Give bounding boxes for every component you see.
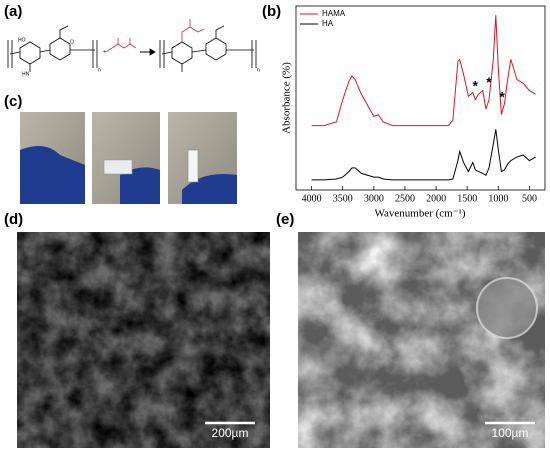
scheme-label: HO [18,37,26,43]
spectrum-line [311,129,536,181]
scale-bar-label: 200µm [212,426,249,440]
x-tick-label: 1500 [457,193,477,204]
annotation: * [486,74,492,90]
spectrum-line [311,15,536,127]
scheme-label: O [70,39,74,45]
panel-label: (e) [276,211,294,228]
scheme-label: n [257,67,260,73]
x-tick-label: 500 [522,193,537,204]
photo [20,112,237,204]
plot-frame [295,5,546,191]
x-tick-label: 2500 [395,193,415,204]
sem-image [17,232,545,448]
legend-label: HAMA [322,9,346,18]
x-tick-label: 4000 [302,193,322,204]
scheme-label: HN [22,71,30,77]
legend-label: HA [322,19,334,28]
x-tick-label: 3000 [364,193,384,204]
scale-bar-label: 100µm [492,426,529,440]
x-tick-label: 3500 [333,193,353,204]
y-axis-label: Absorbance (%) [281,62,293,134]
x-tick-label: 2000 [426,193,446,204]
scheme-label: n [98,67,101,73]
panel-label: (b) [262,3,281,20]
panel-label: (d) [4,211,23,228]
reaction-scheme [7,19,257,72]
annotation: * [499,89,505,105]
x-axis-label: Wavenumber (cm⁻¹) [375,208,466,220]
annotation: * [473,78,479,94]
x-tick-label: 1000 [488,193,508,204]
panel-label: (c) [4,93,22,110]
panel-label: (a) [4,3,22,20]
scheme-label: + [103,49,106,55]
